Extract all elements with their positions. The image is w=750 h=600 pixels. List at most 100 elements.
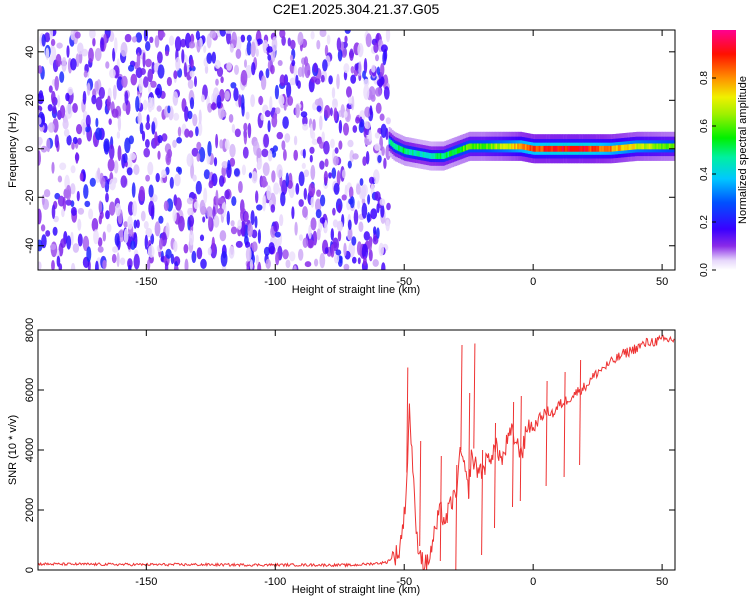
noise-blob: [150, 97, 155, 111]
signal-cell: [506, 143, 509, 150]
noise-blob: [368, 249, 373, 262]
noise-blob: [167, 149, 173, 159]
signal-cell: [399, 146, 402, 152]
noise-blob: [377, 155, 382, 163]
noise-blob: [203, 45, 207, 53]
noise-blob: [336, 37, 342, 52]
signal-cell: [560, 145, 563, 152]
signal-cell: [402, 147, 405, 154]
noise-blob: [282, 249, 289, 260]
noise-blob: [310, 196, 315, 208]
noise-blob: [177, 68, 183, 78]
noise-blob: [172, 139, 177, 148]
noise-blob: [250, 94, 256, 108]
signal-cell: [580, 145, 583, 152]
y-tick-label: 4000: [24, 438, 36, 462]
colorbar-ticks: 0.0 0.2 0.4 0.6 0.8: [699, 71, 716, 277]
noise-blob: [70, 165, 76, 174]
signal-cell: [430, 153, 433, 159]
noise-blob: [375, 102, 382, 114]
noise-blob: [374, 132, 380, 139]
noise-blob: [331, 87, 336, 99]
signal-cell: [511, 143, 513, 150]
noise-blob: [48, 85, 53, 93]
bottom-x-axis: -150 -100 -50 0 50: [135, 330, 668, 588]
noise-blob: [303, 187, 307, 200]
signal-cell: [500, 143, 502, 150]
noise-blob: [217, 197, 225, 204]
noise-blob: [238, 181, 243, 193]
noise-blob: [175, 57, 181, 71]
noise-blob: [38, 117, 42, 125]
noise-blob: [94, 47, 102, 62]
noise-blob: [380, 204, 385, 218]
noise-blob: [352, 153, 359, 160]
noise-blob: [272, 145, 278, 152]
noise-blob: [91, 94, 97, 105]
noise-blob: [293, 265, 297, 270]
noise-blob: [215, 133, 219, 149]
colorbar-tick-label: 0.8: [699, 71, 710, 85]
noise-blob: [131, 182, 136, 198]
signal-cell: [495, 143, 498, 150]
noise-blob: [330, 244, 335, 258]
noise-blob: [347, 227, 353, 241]
noise-blob: [65, 103, 73, 119]
noise-blob: [216, 66, 224, 78]
noise-blob: [174, 36, 182, 52]
noise-blob: [310, 164, 316, 181]
noise-blob: [122, 102, 127, 112]
noise-blob: [136, 219, 140, 229]
signal-cell: [425, 152, 428, 159]
noise-blob: [184, 106, 189, 122]
noise-blob: [235, 48, 242, 60]
noise-blob: [290, 39, 296, 50]
noise-blob: [350, 66, 355, 74]
signal-cell: [503, 143, 505, 150]
signal-cell: [662, 143, 665, 150]
noise-blob: [149, 80, 157, 88]
noise-blob: [365, 121, 371, 130]
signal-cell: [571, 145, 574, 152]
noise-blob: [330, 138, 335, 149]
noise-blob: [266, 185, 272, 201]
noise-blob: [257, 156, 263, 170]
signal-cell: [446, 152, 448, 158]
noise-blob: [365, 151, 370, 165]
noise-blob: [316, 189, 322, 197]
y-tick-label: 40: [24, 46, 36, 58]
noise-blob: [311, 131, 316, 140]
noise-blob: [320, 74, 325, 83]
noise-blob: [124, 33, 132, 43]
signal-cell: [528, 144, 530, 151]
noise-blob: [65, 184, 72, 201]
noise-blob: [237, 219, 242, 231]
noise-blob: [301, 162, 306, 169]
noise-blob: [102, 259, 107, 270]
x-tick-label: 0: [530, 576, 536, 588]
noise-blob: [79, 172, 84, 182]
noise-blob: [177, 167, 182, 175]
noise-blob: [77, 137, 82, 145]
noise-blob: [247, 122, 252, 139]
noise-blob: [86, 246, 92, 262]
noise-blob: [172, 209, 177, 222]
snr-spike: [473, 343, 476, 449]
noise-blob: [324, 44, 329, 57]
signal-cell: [408, 149, 411, 155]
bottom-y-axis-label: SNR (10 * v/v): [7, 415, 19, 485]
noise-blob: [373, 169, 380, 185]
noise-blob: [243, 129, 248, 145]
noise-blob: [190, 33, 195, 44]
noise-blob: [360, 119, 365, 128]
noise-blob: [238, 94, 242, 108]
noise-blob: [245, 64, 252, 79]
noise-blob: [145, 227, 153, 238]
noise-blob: [72, 243, 80, 253]
noise-blobs: [38, 30, 391, 270]
noise-blob: [112, 246, 119, 253]
noise-blob: [187, 79, 194, 89]
x-tick-label: -100: [264, 576, 286, 588]
noise-blob: [260, 75, 267, 90]
signal-cell: [487, 143, 490, 150]
